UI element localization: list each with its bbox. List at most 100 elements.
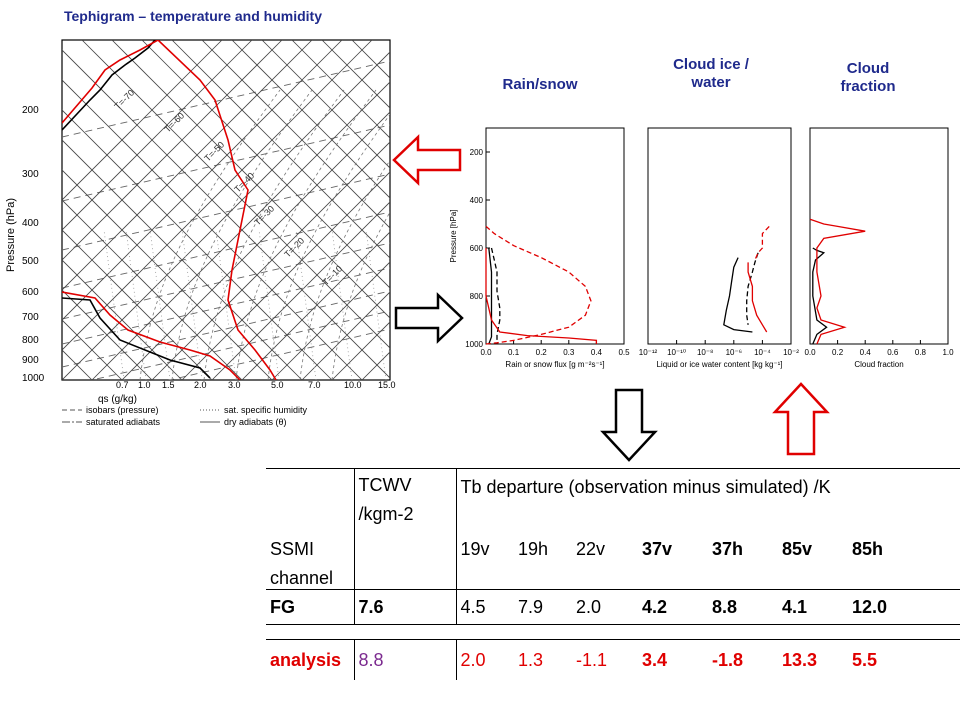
dry-adiabat-line	[62, 319, 123, 380]
channel-37v: 37v	[642, 539, 673, 559]
dry-adiabat-line	[62, 139, 303, 380]
x-tick-label: 10⁻⁴	[754, 348, 771, 357]
saturated-adiabat-line	[235, 89, 377, 380]
isotherm-line	[62, 40, 313, 291]
x-tick-label: 0.2	[536, 348, 548, 357]
dry-adiabat-line	[62, 169, 273, 380]
tephigram-ylabel: Pressure (hPa)	[5, 198, 17, 272]
dry-adiabat-line	[321, 40, 390, 109]
q-tick: 15.0	[378, 380, 396, 390]
isotherm-line	[151, 141, 390, 380]
pressure-tick: 400	[22, 218, 39, 229]
analysis-22v: -1.1	[576, 649, 608, 670]
table-row-fg: FG 7.6 4.5 7.9 2.0 4.2 8.8 4.1 12.0	[266, 589, 960, 625]
row-label-analysis: analysis	[266, 639, 355, 680]
isobar-line	[62, 211, 390, 289]
channel-19v: 19v	[460, 539, 490, 559]
isotherm-line	[301, 291, 390, 380]
isotherm-line	[271, 261, 390, 380]
pressure-tick: 200	[22, 105, 39, 116]
q-tick: 5.0	[271, 380, 284, 390]
x-tick-label: 0.2	[832, 348, 844, 357]
x-tick-label: 10⁻⁸	[697, 348, 714, 357]
tephigram-xlabel: qs (g/kg)	[98, 394, 137, 405]
panel-frame	[485, 127, 625, 345]
isobar-line	[62, 290, 390, 368]
ice-panel-title: Cloud ice / water	[673, 56, 749, 91]
arrow-up-red-icon	[772, 382, 830, 456]
dry-adiabat-line	[62, 79, 363, 380]
isotherm-line	[241, 231, 390, 380]
pressure-tick: 800	[22, 335, 39, 346]
isobar-line	[62, 242, 390, 320]
legend-sat-adiabats: saturated adiabats	[86, 417, 161, 427]
x-tick-label: 0.0	[804, 348, 816, 357]
pressure-tick: 700	[22, 312, 39, 323]
cloud-panel-title: Cloud fraction	[840, 60, 896, 95]
isotherm-line	[62, 51, 390, 380]
cloud-fraction-chart: 0.0 0.2 0.4 0.6 0.8 1.0 Cloud fraction	[804, 127, 954, 369]
x-tick-label: 0.4	[591, 348, 603, 357]
channel-85v: 85v	[782, 539, 813, 559]
channel-22v: 22v	[576, 539, 606, 559]
dry-adiabat-line	[171, 40, 390, 259]
saturated-adiabat-line	[139, 89, 281, 380]
dry-adiabat-line	[231, 40, 390, 199]
pressure-tick: 500	[22, 256, 39, 267]
departure-table: TCWV /kgm-2 Tb departure (observation mi…	[266, 468, 960, 680]
y-tick-label: 400	[470, 196, 484, 205]
x-tick-label: 1.0	[942, 348, 954, 357]
x-tick-label: 0.1	[508, 348, 520, 357]
rain-snow-chart: 0.0 0.1 0.2 0.3 0.4 0.5 Rain or snow flux [g m…	[449, 127, 630, 369]
fg-19h: 7.9	[518, 596, 544, 617]
series-line-0	[812, 247, 828, 345]
legend-sat-humidity: sat. specific humidity	[224, 405, 308, 415]
fg-22v: 2.0	[576, 596, 602, 617]
x-tick-label: 0.4	[860, 348, 872, 357]
series-line-1	[488, 247, 493, 345]
isotherm-line	[91, 81, 390, 380]
series-line-2	[754, 225, 770, 261]
channel-label: SSMI channel	[266, 525, 355, 590]
x-tick-label: 0.6	[887, 348, 899, 357]
series-line-3	[485, 248, 598, 344]
dry-adiabat-line	[62, 289, 153, 380]
isobar-line	[62, 173, 390, 251]
saturated-adiabat-line	[203, 89, 345, 380]
x-tick-label: 0.5	[618, 348, 630, 357]
saturated-adiabat-line	[331, 211, 390, 380]
panel-frame	[809, 127, 949, 345]
analysis-tcwv: 8.8	[354, 639, 457, 680]
q-tick: 1.0	[138, 380, 151, 390]
series-line-0	[490, 247, 501, 344]
analysis-temperature-profile	[157, 40, 277, 380]
legend-dry-adiabats: dry adiabats (θ)	[224, 417, 287, 427]
isotherm-line	[62, 40, 343, 321]
dry-adiabat-line	[261, 40, 390, 169]
arrow-down-black-icon	[600, 388, 658, 462]
x-tick-label: 0.8	[915, 348, 927, 357]
y-tick-label: 200	[470, 148, 484, 157]
analysis-temperature-profile-upper	[62, 40, 159, 124]
isotherm-line	[62, 40, 253, 231]
tephigram-chart: T=-70T=-60T=-50T=-40T=-30T=-20T=-10 2003…	[5, 39, 396, 427]
dry-adiabat-line	[111, 40, 390, 319]
table-row-analysis: analysis 8.8 2.0 1.3 -1.1 3.4 -1.8 13.3 …	[266, 639, 960, 680]
x-tick-label: 10⁻⁶	[726, 348, 742, 357]
tcwv-header: TCWV /kgm-2	[354, 468, 457, 525]
isotherm-line	[181, 171, 390, 380]
legend-isobars: isobars (pressure)	[86, 405, 159, 415]
isotherm-line	[62, 40, 283, 261]
series-line-1	[746, 252, 759, 325]
analysis-19v: 2.0	[460, 649, 486, 670]
series-line-0	[723, 257, 753, 333]
x-axis-label: Rain or snow flux [g m⁻²s⁻¹]	[505, 360, 604, 369]
fg-19v: 4.5	[460, 596, 486, 617]
channel-85h: 85h	[852, 539, 884, 559]
dry-adiabat-line	[62, 229, 213, 380]
row-label-fg: FG	[266, 589, 355, 625]
isotherm-line	[121, 111, 390, 380]
analysis-85h: 5.5	[852, 649, 878, 670]
departure-header: Tb departure (observation minus simulate…	[460, 477, 831, 497]
